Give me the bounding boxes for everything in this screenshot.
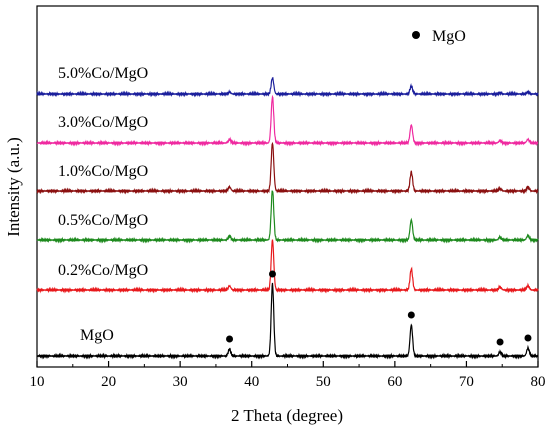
mgo-peak-marker	[268, 270, 276, 278]
mgo-peak-marker	[524, 334, 532, 342]
x-tick-layer: 10 20 30 40 50 60 70 80	[30, 361, 546, 390]
x-tick-label: 10	[30, 374, 45, 390]
series-label: 3.0%Co/MgO	[58, 114, 148, 131]
series-layer: MgO 0.2%Co/MgO 0.5%Co/MgO 1.0%Co/MgO 3.0%Co/…	[36, 65, 539, 360]
series-line-0-2-co-mgo	[36, 239, 539, 294]
x-tick-label: 50	[316, 374, 331, 390]
series-line-5-0-co-mgo	[36, 76, 539, 98]
mgo-peak-marker	[496, 338, 504, 346]
series-label: 5.0%Co/MgO	[58, 65, 148, 82]
series-line-1-0-co-mgo	[36, 141, 539, 195]
x-tick-label: 40	[244, 374, 259, 390]
plot-frame	[36, 5, 539, 368]
mgo-peak-marker	[226, 335, 234, 343]
x-tick-label: 20	[101, 374, 116, 390]
series-label: 0.5%Co/MgO	[58, 212, 148, 229]
series-line-mgo	[36, 282, 539, 360]
series-line-3-0-co-mgo	[36, 94, 539, 147]
series-label: MgO	[80, 327, 114, 344]
legend: MgO	[412, 28, 466, 45]
series-label: 1.0%Co/MgO	[58, 163, 148, 180]
legend-label: MgO	[432, 28, 466, 45]
series-line-0-5-co-mgo	[36, 190, 539, 244]
x-tick-label: 30	[173, 374, 188, 390]
x-tick-label: 60	[387, 374, 402, 390]
series-label: 0.2%Co/MgO	[58, 262, 148, 279]
x-tick-label: 70	[459, 374, 474, 390]
peak-marker-layer	[226, 270, 532, 346]
legend-marker-icon	[412, 31, 420, 39]
y-axis-label: Intensity (a.u.)	[4, 137, 23, 237]
x-axis-label: 2 Theta (degree)	[231, 406, 343, 425]
mgo-peak-marker	[407, 311, 415, 319]
x-tick-label: 80	[531, 374, 546, 390]
